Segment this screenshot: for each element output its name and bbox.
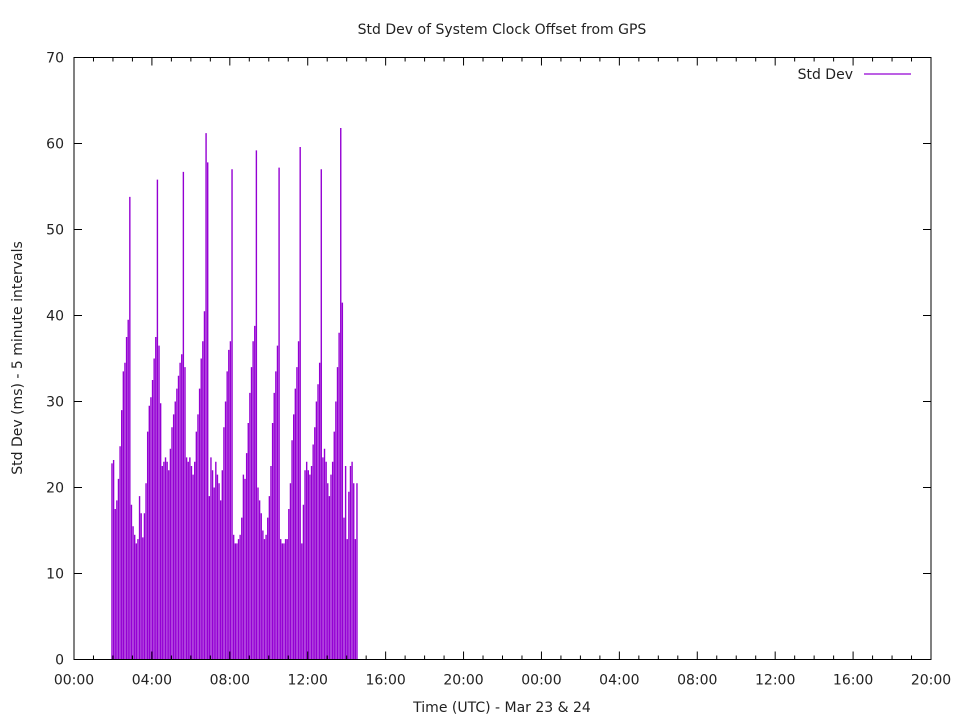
y-tick-label: 70 xyxy=(46,51,64,67)
x-axis-label: Time (UTC) - Mar 23 & 24 xyxy=(412,700,591,716)
y-tick-label: 30 xyxy=(46,395,64,411)
x-tick-label: 04:00 xyxy=(132,673,172,689)
y-tick-label: 20 xyxy=(46,481,64,497)
x-tick-label: 00:00 xyxy=(54,673,94,689)
x-tick-label: 08:00 xyxy=(210,673,250,689)
x-tick-label: 12:00 xyxy=(755,673,795,689)
x-tick-label: 20:00 xyxy=(443,673,483,689)
y-tick-label: 40 xyxy=(46,309,64,325)
y-axis-label: Std Dev (ms) - 5 minute intervals xyxy=(10,241,26,475)
legend-label-std-dev: Std Dev xyxy=(798,67,853,83)
x-tick-label: 12:00 xyxy=(288,673,328,689)
x-tick-label: 20:00 xyxy=(911,673,951,689)
legend: Std Dev xyxy=(798,67,911,83)
chart-title: Std Dev of System Clock Offset from GPS xyxy=(358,22,647,38)
x-tick-label: 00:00 xyxy=(521,673,561,689)
y-tick-label: 50 xyxy=(46,223,64,239)
y-tick-label: 10 xyxy=(46,567,64,583)
x-tick-label: 08:00 xyxy=(677,673,717,689)
x-tick-label: 16:00 xyxy=(833,673,873,689)
y-tick-label: 60 xyxy=(46,137,64,153)
x-tick-label: 16:00 xyxy=(365,673,405,689)
x-tick-label: 04:00 xyxy=(599,673,639,689)
x-axis: 00:00 04:00 08:00 12:00 16:00 20:00 00:00 04:00… xyxy=(54,57,951,689)
y-axis: 0 10 20 30 40 50 60 70 xyxy=(46,51,931,669)
bar-series-std-dev xyxy=(111,128,358,660)
y-tick-label: 0 xyxy=(55,653,64,669)
